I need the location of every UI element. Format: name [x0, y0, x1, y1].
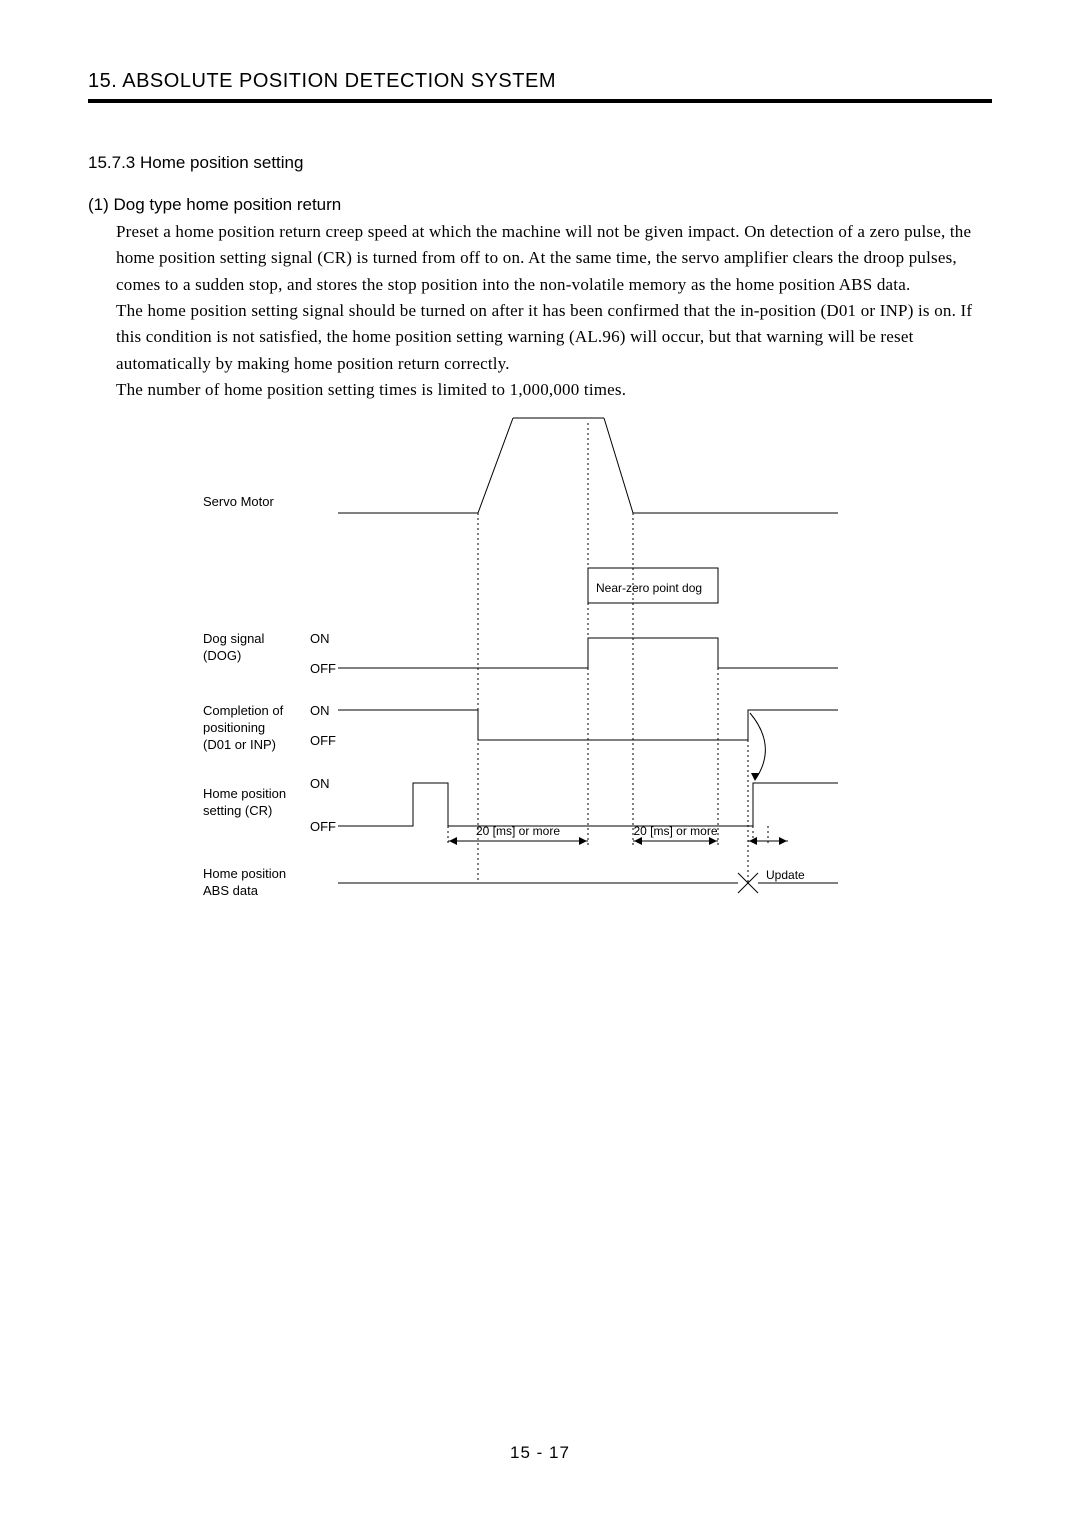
svg-text:ON: ON — [310, 776, 330, 791]
svg-text:Home position: Home position — [203, 786, 286, 801]
subsection-heading: (1) Dog type home position return — [88, 195, 992, 215]
svg-text:Update: Update — [766, 868, 805, 882]
svg-text:OFF: OFF — [310, 733, 336, 748]
timing-diagram: Servo Motor Near-zero point dog Dog signal… — [158, 413, 992, 918]
paragraph-1: Preset a home position return creep spee… — [116, 219, 992, 298]
svg-text:Servo Motor: Servo Motor — [203, 494, 274, 509]
svg-text:(DOG): (DOG) — [203, 648, 241, 663]
svg-text:OFF: OFF — [310, 819, 336, 834]
svg-text:ON: ON — [310, 631, 330, 646]
section-heading: 15.7.3 Home position setting — [88, 153, 992, 173]
paragraph-2: The home position setting signal should … — [116, 298, 992, 377]
svg-text:Near-zero point dog: Near-zero point dog — [596, 581, 702, 595]
paragraph-3: The number of home position setting time… — [116, 377, 992, 403]
svg-text:setting (CR): setting (CR) — [203, 803, 272, 818]
svg-text:Home position: Home position — [203, 866, 286, 881]
svg-text:20 [ms] or more: 20 [ms] or more — [476, 824, 560, 838]
svg-text:(D01 or INP): (D01 or INP) — [203, 737, 276, 752]
svg-text:ON: ON — [310, 703, 330, 718]
page-number: 15 - 17 — [0, 1443, 1080, 1463]
svg-text:ABS data: ABS data — [203, 883, 259, 898]
svg-text:20 [ms] or more: 20 [ms] or more — [633, 824, 717, 838]
svg-text:OFF: OFF — [310, 661, 336, 676]
svg-text:positioning: positioning — [203, 720, 265, 735]
svg-text:Dog signal: Dog signal — [203, 631, 265, 646]
chapter-title: 15. ABSOLUTE POSITION DETECTION SYSTEM — [88, 70, 992, 103]
svg-text:Completion of: Completion of — [203, 703, 284, 718]
